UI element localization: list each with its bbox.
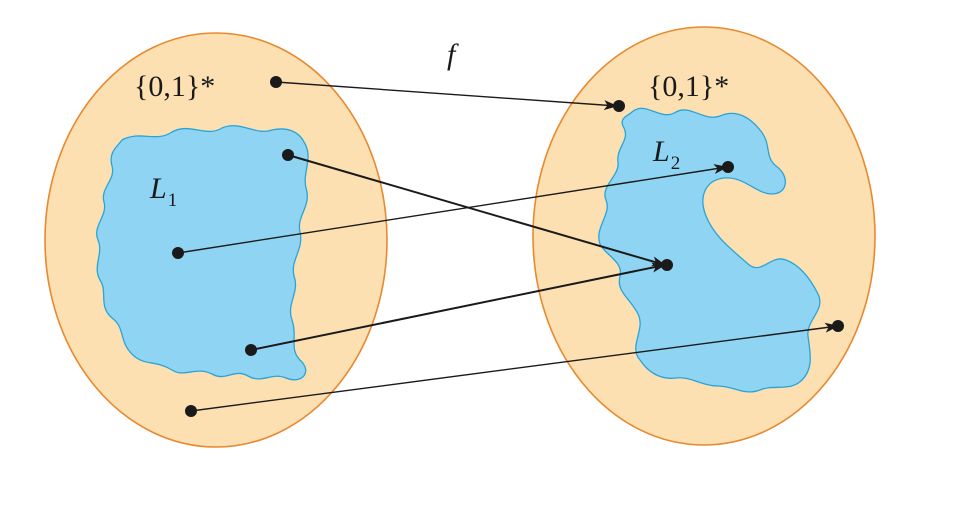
domain-point [282,149,294,161]
mapping-arrow [275,81,618,111]
domain-point [270,76,282,88]
language-2-subscript: 2 [671,153,681,174]
language-2-label: L2 [652,135,680,174]
codomain-set-label: {0,1}* [648,70,729,103]
codomain-point [661,259,673,271]
mapping-arrow [287,154,666,267]
map-label: f [447,38,459,71]
domain-point [245,344,257,356]
language-1-region [96,125,309,381]
language-1-label: L1 [149,172,177,211]
language-2-letter: L [652,135,670,168]
language-1-letter: L [149,172,167,205]
codomain-point [832,320,844,332]
language-2-region [598,107,821,393]
codomain-point [613,100,625,112]
mapping-arrow [250,262,666,351]
domain-point [185,405,197,417]
mapping-arrow [177,164,728,254]
language-1-subscript: 1 [168,190,178,211]
mapping-arrow [190,322,839,412]
domain-point [172,247,184,259]
codomain-point [722,161,734,173]
domain-set-label: {0,1}* [134,70,215,103]
